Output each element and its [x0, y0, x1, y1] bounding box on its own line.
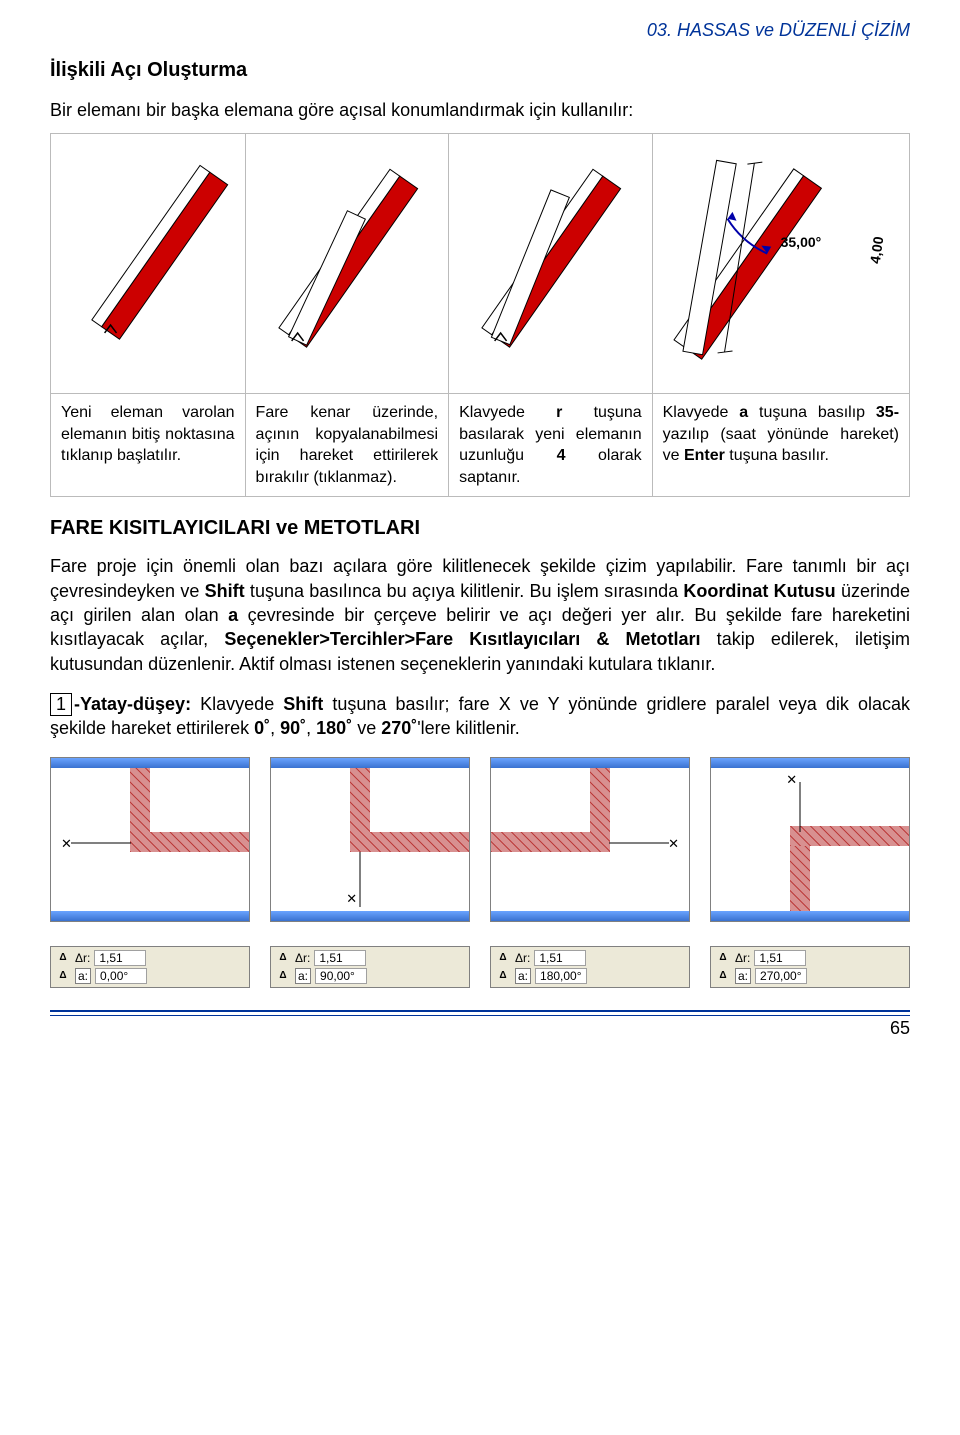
- step-row: Yeni eleman varolan elemanın bitiş nokta…: [50, 393, 910, 497]
- dr-label: Δr:: [75, 951, 90, 965]
- dr-label: Δr:: [735, 951, 750, 965]
- delta-icon: Δ: [55, 950, 71, 966]
- step-2: Fare kenar üzerinde, açının kopyalanabil…: [246, 394, 450, 496]
- angle-label: 35,00°: [781, 234, 822, 250]
- fig1-svg-4: [653, 134, 909, 393]
- a-label: a:: [735, 968, 751, 984]
- guide-line: [799, 782, 801, 832]
- a-value: 90,00°: [315, 968, 367, 984]
- delta-icon: Δ: [55, 968, 71, 984]
- dr-label: Δr:: [515, 951, 530, 965]
- figure2-cell-180: ✕: [490, 757, 690, 922]
- paragraph-2: 1-Yatay-düşey: Klavyede Shift tuşuna bas…: [50, 692, 910, 741]
- readout-0: Δ Δr: 1,51 Δ a: 0,00°: [50, 946, 250, 988]
- intro-text: Bir elemanı bir başka elemana göre açısa…: [50, 100, 910, 121]
- a-label: a:: [515, 968, 531, 984]
- readout-dr: Δ Δr: 1,51: [715, 950, 905, 966]
- readout-row: Δ Δr: 1,51 Δ a: 0,00° Δ Δr: 1,51 Δ a: 90…: [50, 946, 910, 988]
- delta-icon: Δ: [715, 968, 731, 984]
- sub-heading: FARE KISITLAYICILARI ve METOTLARI: [50, 517, 910, 540]
- figure2-cell-90: ✕: [270, 757, 470, 922]
- delta-icon: Δ: [275, 968, 291, 984]
- figure2-cell-270: ✕: [710, 757, 910, 922]
- delta-icon: Δ: [275, 950, 291, 966]
- figure2-cell-0: ✕: [50, 757, 250, 922]
- step-4: Klavyede a tuşuna basılıp 35- yazılıp (s…: [653, 394, 910, 496]
- dr-value: 1,51: [754, 950, 806, 966]
- a-label: a:: [295, 968, 311, 984]
- figure-row-1: 35,00° 4,00: [50, 133, 910, 393]
- dr-value: 1,51: [534, 950, 586, 966]
- page-number: 65: [50, 1018, 910, 1039]
- step-1: Yeni eleman varolan elemanın bitiş nokta…: [51, 394, 246, 496]
- running-header: 03. HASSAS ve DÜZENLİ ÇİZİM: [50, 20, 910, 41]
- step-3: Klavyede r tuşuna basılarak yeni elemanı…: [449, 394, 653, 496]
- readout-2: Δ Δr: 1,51 Δ a: 180,00°: [490, 946, 690, 988]
- figure1-cell-3: [449, 134, 653, 393]
- fig1-svg-2: [246, 134, 449, 393]
- dim-label: 4,00: [866, 235, 886, 264]
- a-value: 180,00°: [535, 968, 587, 984]
- readout-dr: Δ Δr: 1,51: [495, 950, 685, 966]
- readout-dr: Δ Δr: 1,51: [275, 950, 465, 966]
- paragraph-1: Fare proje için önemli olan bazı açılara…: [50, 554, 910, 675]
- guide-line: [609, 842, 669, 844]
- delta-icon: Δ: [495, 968, 511, 984]
- x-cursor-icon: ✕: [346, 891, 357, 907]
- fig1-svg-3: [449, 134, 652, 393]
- x-cursor-icon: ✕: [61, 836, 72, 852]
- x-cursor-icon: ✕: [786, 772, 797, 788]
- readout-1: Δ Δr: 1,51 Δ a: 90,00°: [270, 946, 470, 988]
- a-value: 0,00°: [95, 968, 147, 984]
- delta-icon: Δ: [495, 950, 511, 966]
- figure1-cell-4: 35,00° 4,00: [653, 134, 910, 393]
- guide-line: [71, 842, 131, 844]
- guide-line: [359, 852, 361, 907]
- readout-3: Δ Δr: 1,51 Δ a: 270,00°: [710, 946, 910, 988]
- a-label: a:: [75, 968, 91, 984]
- section-title: İlişkili Açı Oluşturma: [50, 59, 910, 82]
- para2-body: -Yatay-düşey: Klavyede Shift tuşuna bası…: [50, 694, 910, 739]
- readout-a: Δ a: 0,00°: [55, 968, 245, 984]
- readout-a: Δ a: 270,00°: [715, 968, 905, 984]
- dr-label: Δr:: [295, 951, 310, 965]
- footer-rule: [50, 1010, 910, 1016]
- figure-row-2: ✕ ✕ ✕ ✕: [50, 757, 910, 922]
- readout-a: Δ a: 180,00°: [495, 968, 685, 984]
- readout-dr: Δ Δr: 1,51: [55, 950, 245, 966]
- boxed-number: 1: [50, 693, 72, 717]
- fig1-svg-1: [51, 134, 245, 393]
- a-value: 270,00°: [755, 968, 807, 984]
- dr-value: 1,51: [94, 950, 146, 966]
- figure1-cell-1: [51, 134, 246, 393]
- figure1-cell-2: [246, 134, 450, 393]
- dr-value: 1,51: [314, 950, 366, 966]
- readout-a: Δ a: 90,00°: [275, 968, 465, 984]
- x-cursor-icon: ✕: [668, 836, 679, 852]
- delta-icon: Δ: [715, 950, 731, 966]
